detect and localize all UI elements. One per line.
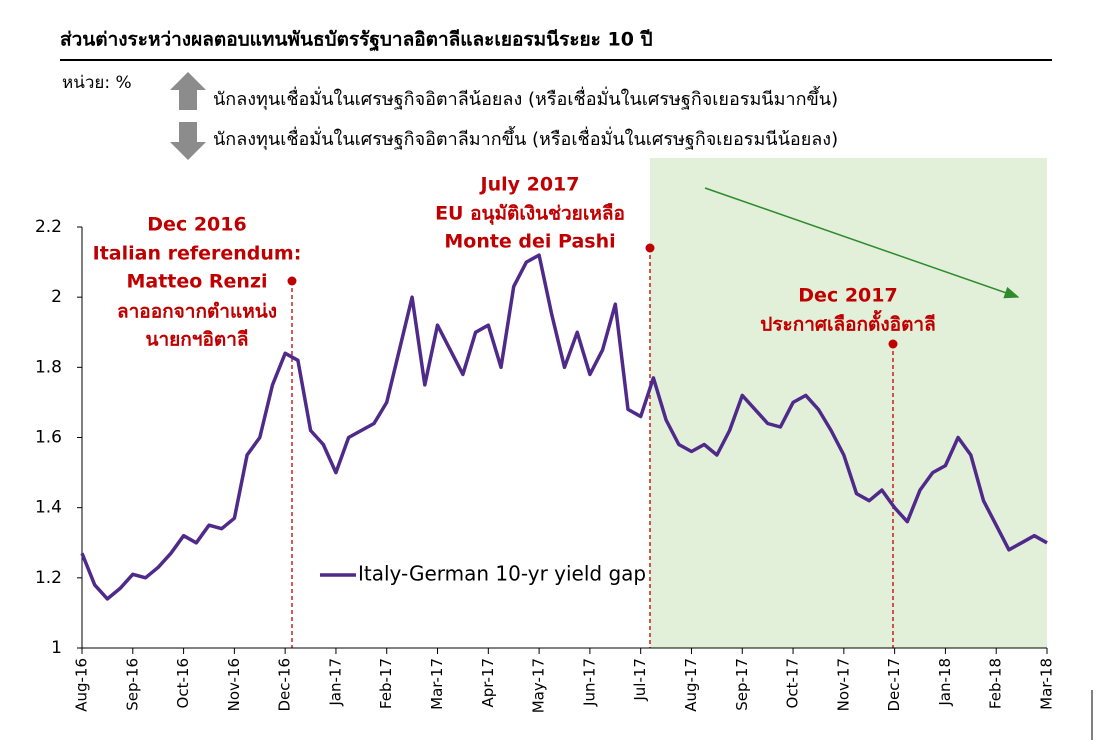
x-tick-label: Jan-17	[326, 658, 344, 707]
x-tick-label: Dec-17	[885, 658, 903, 712]
annotation: EU อนุมัติเงินช่วยเหลือ	[435, 203, 625, 226]
up-arrow	[170, 72, 206, 110]
annotation: Matteo Renzi	[126, 271, 267, 293]
x-tick-label: Oct-16	[174, 658, 192, 708]
y-tick-label: 2.2	[35, 217, 62, 237]
unit-label: หน่วย: %	[62, 73, 132, 93]
annotation: นายกฯอิตาลี	[145, 329, 248, 351]
x-tick-label: Jan-18	[936, 658, 954, 707]
x-tick-label: Nov-16	[225, 658, 243, 711]
event-dot	[888, 339, 898, 349]
series-line	[80, 253, 1048, 601]
event-dot	[287, 276, 297, 286]
chart-title: ส่วนต่างระหว่างผลตอบแทนพันธบัตรรัฐบาลอิต…	[60, 29, 653, 53]
annotation: Dec 2016	[147, 214, 246, 236]
x-tick-label: Feb-17	[377, 658, 395, 709]
trend-arrow	[704, 187, 1020, 299]
x-tick-label: Sep-16	[123, 658, 141, 711]
annotation: Dec 2017	[798, 285, 897, 307]
legend-label: Italy-German 10-yr yield gap	[358, 562, 646, 586]
x-tick-label: May-17	[530, 658, 548, 713]
x-tick-label: Aug-16	[73, 658, 91, 712]
shaded-period	[650, 158, 1047, 648]
annotation: Italian referendum:	[93, 243, 302, 265]
event-dot	[645, 243, 655, 253]
x-tick-label: Oct-17	[784, 658, 802, 708]
arrow-note: นักลงทุนเชื่อมั่นในเศรษฐกิจอิตาลีมากขึ้น…	[213, 126, 838, 150]
annotation: ประกาศเลือกตั้งอิตาลี	[760, 310, 935, 336]
y-tick-label: 2	[51, 287, 62, 307]
annotation: ลาออกจากตำแหน่ง	[117, 301, 277, 323]
x-tick-label: Aug-17	[682, 658, 700, 712]
x-tick-label: Sep-17	[733, 658, 751, 711]
x-tick-label: Apr-17	[479, 658, 497, 708]
down-arrow	[170, 122, 206, 160]
x-tick-label: Jul-17	[631, 658, 649, 702]
y-tick-label: 1.8	[35, 357, 62, 377]
arrow-note: นักลงทุนเชื่อมั่นในเศรษฐกิจอิตาลีน้อยลง …	[213, 86, 838, 110]
y-tick-label: 1.2	[35, 568, 62, 588]
x-tick-label: Nov-17	[834, 658, 852, 711]
y-tick-label: 1	[51, 638, 62, 658]
annotation: Monte dei Pashi	[444, 231, 615, 253]
y-tick-label: 1.4	[35, 498, 62, 518]
annotation: July 2017	[479, 174, 580, 196]
x-tick-label: Mar-17	[428, 658, 446, 710]
x-tick-label: Dec-16	[276, 658, 294, 712]
x-tick-label: Feb-18	[987, 658, 1005, 709]
x-tick-label: Mar-18	[1038, 658, 1056, 710]
x-tick-label: Jun-17	[580, 658, 598, 707]
y-tick-label: 1.6	[35, 428, 62, 448]
